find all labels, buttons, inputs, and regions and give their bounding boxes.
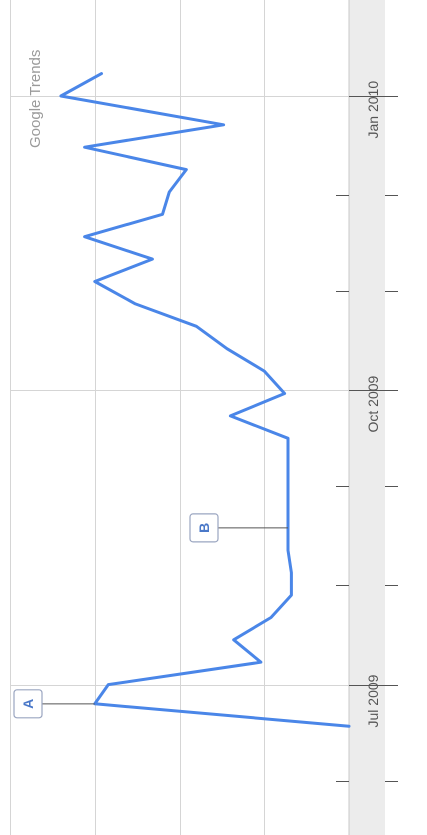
- annotation-a[interactable]: A: [13, 689, 95, 719]
- axis-ticks: [336, 96, 398, 782]
- value-gridlines: [95, 0, 265, 835]
- x-tick-label: Jul 2009: [365, 674, 381, 727]
- annotation-markers: AB: [13, 513, 288, 719]
- annotation-box: [13, 689, 43, 719]
- x-tick-label: Jan 2010: [365, 81, 381, 139]
- annotation-label: A: [20, 699, 36, 709]
- brand-label: Google Trends: [27, 50, 44, 148]
- axis-band: [349, 0, 385, 835]
- plot-background: [0, 0, 349, 835]
- annotation-b[interactable]: B: [189, 513, 288, 543]
- series-line: [59, 72, 351, 728]
- axis-tick-labels: Jul 2009 Oct 2009 Jan 2010: [365, 81, 381, 728]
- x-tick-label: Oct 2009: [365, 375, 381, 432]
- annotation-box: [189, 513, 219, 543]
- annotation-label: B: [196, 523, 212, 533]
